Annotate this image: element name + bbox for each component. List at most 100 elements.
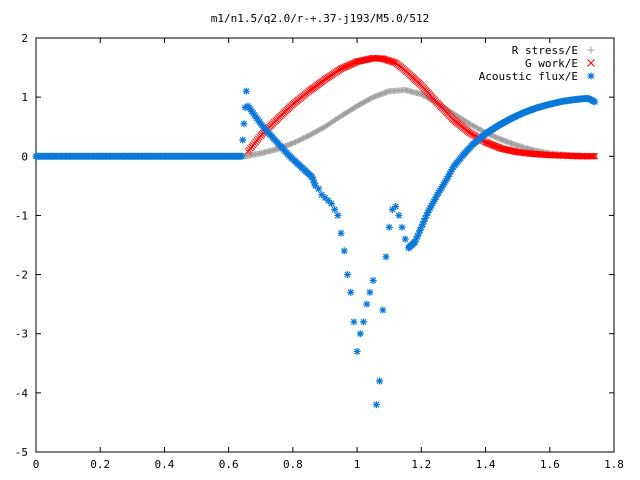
point-plus [470,122,477,129]
point-plus [477,126,484,133]
point-star [372,401,380,409]
point-star [356,330,364,338]
point-star [318,191,326,199]
y-tick-label: -1 [15,209,28,222]
point-star [238,152,246,160]
y-tick-label: -3 [15,328,28,341]
point-star [417,223,425,231]
point-star [347,288,355,296]
point-plus [467,121,474,128]
point-star [432,193,440,201]
point-star [382,253,390,261]
point-plus [296,137,303,144]
x-tick-label: 1.4 [476,458,496,471]
point-star [324,197,332,205]
x-tick-label: 0.8 [283,458,303,471]
point-star [388,206,396,214]
point-star [416,226,424,234]
point-star [321,194,329,202]
x-tick-label: 0.6 [219,458,239,471]
point-star [401,235,409,243]
point-cross [497,144,504,152]
x-tick-label: 1.2 [411,458,431,471]
point-star [421,214,429,222]
point-plus [293,138,300,145]
point-star [334,211,342,219]
data-marks [32,54,599,409]
point-plus [466,120,473,127]
series-3 [32,87,599,409]
point-star [587,72,595,80]
point-star [420,217,428,225]
point-cross [590,152,597,160]
point-star [239,136,247,144]
x-tick-label: 1.6 [540,458,560,471]
point-cross [591,152,599,160]
point-plus [291,139,298,146]
point-plus [295,137,302,144]
point-star [242,87,250,95]
point-star [413,232,421,240]
x-tick-label: 0.4 [155,458,175,471]
y-tick-label: -5 [15,446,28,459]
point-star [350,318,358,326]
point-star [591,98,599,106]
point-star [363,300,371,308]
point-star [309,176,317,184]
point-star [430,197,438,205]
point-star [308,173,316,181]
point-star [444,172,452,180]
legend-label: R stress/E [512,44,578,57]
point-plus [471,123,478,130]
point-star [448,165,456,173]
point-plus [297,136,304,143]
point-star [240,120,248,128]
y-tick-labels: -5 -4 -3 -2 -1 0 1 2 [15,32,29,459]
point-star [392,203,400,211]
point-plus [299,135,306,142]
x-tick-label: 1 [354,458,361,471]
point-star [369,276,377,284]
point-star [398,223,406,231]
point-star [310,179,318,187]
y-tick-label: -4 [15,387,29,400]
point-plus [475,125,482,132]
point-star [447,168,455,176]
point-star [429,200,437,208]
y-tick-label: 2 [21,32,28,45]
point-plus [587,46,595,54]
point-plus [289,140,296,147]
point-cross [587,59,595,67]
series-2 [244,54,599,160]
point-star [340,247,348,255]
point-star [311,182,319,190]
point-star [315,185,323,193]
point-star [419,220,427,228]
legend-label: G work/E [525,57,578,70]
plot-frame [35,37,615,453]
point-plus [303,133,310,140]
y-tick-label: 1 [21,91,28,104]
point-star [385,223,393,231]
point-star [422,211,430,219]
point-star [427,202,435,210]
y-tick-label: 0 [21,150,28,163]
series-1 [33,87,598,160]
point-star [360,318,368,326]
point-star [415,229,423,237]
point-cross [588,152,596,160]
point-star [395,211,403,219]
legend-label: Acoustic flux/E [479,70,578,83]
point-star [443,175,451,183]
x-tick-label: 0.2 [90,458,110,471]
point-star [376,377,384,385]
point-star [446,170,454,178]
point-star [425,206,433,214]
y-tick-label: -2 [15,269,28,282]
point-star [379,306,387,314]
point-plus [292,138,299,145]
point-plus [301,134,308,141]
point-plus [469,122,476,129]
point-plus [304,133,311,140]
